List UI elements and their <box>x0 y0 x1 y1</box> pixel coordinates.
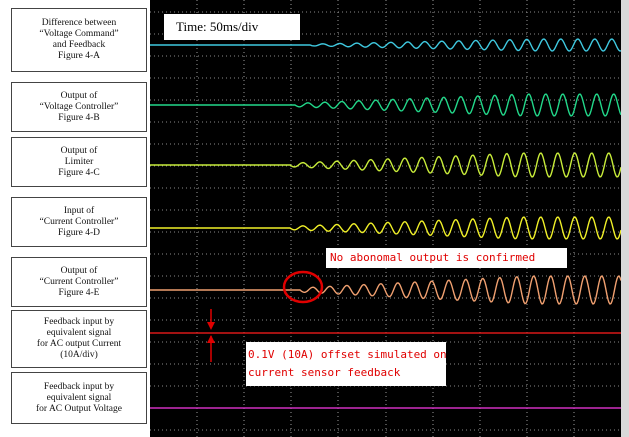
trace-A <box>150 38 622 52</box>
trace-B <box>150 93 622 117</box>
label-line: equivalent signal <box>46 328 112 338</box>
label-line: “Current Controller” <box>39 276 119 287</box>
label-ac-voltage-feedback: Feedback input by equivalent signal for … <box>11 372 147 424</box>
trace-C <box>150 152 622 178</box>
screen-edge-bar <box>621 0 629 437</box>
offset-arrow-up-head <box>207 335 215 343</box>
label-line: Input of <box>63 205 95 216</box>
label-line: (10A/div) <box>60 350 98 360</box>
label-ac-current-feedback: Feedback input by equivalent signal for … <box>11 310 147 368</box>
offset-annotation: 0.1V (10A) offset simulated on current s… <box>246 342 447 386</box>
label-line: Output of <box>60 145 98 156</box>
label-figure-4e: Output of “Current Controller” Figure 4-… <box>11 257 147 307</box>
label-line: and Feedback <box>52 40 106 50</box>
label-line: Output of <box>60 265 98 276</box>
label-line: for AC output Current <box>36 339 122 349</box>
label-line: Figure 4-B <box>58 112 100 123</box>
label-line: “Current Controller” <box>39 216 119 227</box>
label-line: Figure 4-D <box>58 227 100 238</box>
label-line: Output of <box>60 90 98 101</box>
offset-arrow-down-head <box>207 322 215 330</box>
offset-annotation-line2: current sensor feedback <box>248 366 401 379</box>
label-figure-4a: Difference between “Voltage Command” and… <box>11 8 147 72</box>
no-abnormal-annotation: No abonomal output is confirmed <box>326 248 567 268</box>
label-line: Limiter <box>64 156 94 167</box>
label-line: “Voltage Command” <box>39 29 119 39</box>
label-line: Figure 4-A <box>58 51 100 61</box>
channel-labels: Difference between “Voltage Command” and… <box>0 0 150 437</box>
offset-annotation-line1: 0.1V (10A) offset simulated on <box>248 348 447 361</box>
label-line: Feedback input by <box>43 381 115 392</box>
label-figure-4c: Output of Limiter Figure 4-C <box>11 137 147 187</box>
label-line: equivalent signal <box>46 392 112 403</box>
label-line: Figure 4-E <box>58 287 100 298</box>
trace-D <box>150 216 622 240</box>
timebase-label: Time: 50ms/div <box>164 14 300 40</box>
highlight-circle <box>282 270 324 304</box>
oscilloscope-screen: Time: 50ms/div No abonomal output is con… <box>150 0 629 437</box>
label-line: Feedback input by <box>43 317 115 327</box>
label-line: for AC Output Voltage <box>36 403 122 414</box>
label-figure-4d: Input of “Current Controller” Figure 4-D <box>11 197 147 247</box>
label-figure-4b: Output of “Voltage Controller” Figure 4-… <box>11 82 147 132</box>
label-line: Figure 4-C <box>58 167 100 178</box>
trace-E <box>150 275 622 305</box>
label-line: Difference between <box>41 18 117 28</box>
label-line: “Voltage Controller” <box>39 101 119 112</box>
